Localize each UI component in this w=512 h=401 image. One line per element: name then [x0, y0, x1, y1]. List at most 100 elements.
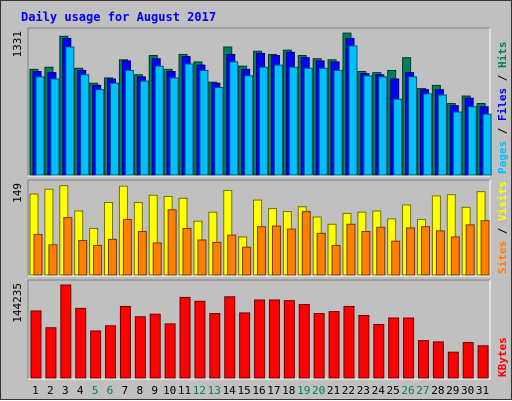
legend-separator: / — [496, 221, 509, 241]
bar-pages-day-28 — [437, 94, 447, 176]
bar-sites-day-4 — [78, 240, 88, 276]
y-max-label: 144235 — [11, 283, 24, 323]
bar-sites-day-9 — [152, 242, 162, 276]
bar-kbytes-day-12 — [194, 300, 206, 379]
bar-kbytes-day-8 — [134, 316, 146, 379]
legend-pages: Pages — [496, 141, 509, 174]
bar-pages-day-31 — [482, 113, 492, 176]
bar-sites-day-22 — [346, 223, 356, 276]
bar-pages-day-27 — [422, 93, 432, 176]
bar-sites-day-31 — [480, 220, 490, 276]
bar-pages-day-19 — [303, 67, 313, 176]
bar-sites-day-16 — [257, 226, 267, 276]
bar-pages-day-11 — [184, 63, 194, 176]
bar-sites-day-24 — [376, 226, 386, 276]
chart-panels: 1331 Pages / Files / Hits 149 Sites / Visit… — [11, 27, 509, 380]
x-tick-label-day-14: 14 — [223, 384, 237, 397]
bar-sites-day-5 — [93, 244, 103, 276]
bar-kbytes-day-4 — [75, 307, 87, 379]
bar-pages-day-30 — [467, 106, 477, 176]
bar-kbytes-day-5 — [90, 330, 102, 379]
bar-kbytes-day-16 — [254, 299, 266, 379]
bar-sites-day-23 — [361, 231, 371, 276]
legend-separator: / — [496, 121, 509, 141]
bar-pages-day-13 — [214, 87, 224, 176]
x-tick-label-day-27: 27 — [416, 384, 429, 397]
bar-kbytes-day-13 — [209, 313, 221, 379]
bar-sites-day-19 — [301, 211, 311, 276]
x-tick-label-day-18: 18 — [282, 384, 295, 397]
bar-sites-day-25 — [391, 240, 401, 276]
bar-pages-day-5 — [95, 89, 105, 176]
x-tick-label-day-11: 11 — [178, 384, 191, 397]
bar-pages-day-23 — [363, 75, 373, 176]
x-tick-label-day-12: 12 — [193, 384, 206, 397]
x-tick-label-day-30: 30 — [461, 384, 474, 397]
bar-sites-day-2 — [48, 244, 58, 276]
legend-separator: / — [496, 68, 509, 88]
bar-kbytes-day-19 — [298, 303, 310, 379]
bar-sites-day-30 — [465, 224, 475, 276]
bar-pages-day-6 — [110, 82, 120, 176]
x-tick-label-day-23: 23 — [357, 384, 370, 397]
x-tick-label-day-22: 22 — [342, 384, 355, 397]
bar-pages-day-24 — [378, 76, 388, 176]
bar-pages-day-12 — [199, 69, 209, 176]
panel-kbytes: 144235 KBytes — [11, 279, 509, 380]
bar-pages-day-4 — [80, 74, 90, 176]
x-tick-label-day-16: 16 — [252, 384, 265, 397]
bar-kbytes-day-11 — [179, 296, 191, 379]
x-tick-label-day-20: 20 — [312, 384, 325, 397]
bar-kbytes-day-18 — [283, 300, 295, 379]
bar-pages-day-1 — [35, 76, 45, 176]
bar-kbytes-day-31 — [477, 345, 489, 379]
bar-kbytes-day-1 — [30, 310, 42, 379]
bar-kbytes-day-29 — [447, 351, 459, 379]
bar-kbytes-day-2 — [45, 327, 57, 379]
x-tick-label-day-17: 17 — [267, 384, 280, 397]
bar-kbytes-day-3 — [60, 284, 72, 379]
bar-sites-day-11 — [182, 227, 192, 276]
x-tick-label-day-31: 31 — [476, 384, 489, 397]
bar-kbytes-day-22 — [343, 305, 355, 379]
bar-sites-day-3 — [63, 217, 73, 276]
bar-kbytes-day-27 — [417, 340, 429, 379]
bar-pages-day-16 — [259, 66, 269, 176]
x-tick-label-day-6: 6 — [107, 384, 114, 397]
x-tick-label-day-21: 21 — [327, 384, 340, 397]
x-tick-label-day-15: 15 — [237, 384, 250, 397]
bar-pages-day-8 — [139, 80, 149, 176]
bar-sites-day-18 — [286, 228, 296, 276]
bar-kbytes-day-6 — [105, 325, 117, 379]
bar-sites-day-20 — [316, 232, 326, 276]
bar-pages-day-21 — [333, 69, 343, 176]
x-tick-label-day-5: 5 — [92, 384, 99, 397]
legend: Pages / Files / Hits — [496, 42, 509, 175]
bar-sites-day-10 — [167, 209, 177, 276]
bar-pages-day-10 — [169, 77, 179, 176]
x-tick-label-day-19: 19 — [297, 384, 310, 397]
legend-visits: Visits — [496, 181, 509, 221]
x-tick-label-day-3: 3 — [62, 384, 69, 397]
bar-kbytes-day-7 — [119, 305, 131, 379]
bar-pages-day-3 — [65, 46, 75, 176]
legend: Sites / Visits — [496, 181, 509, 274]
bar-kbytes-day-10 — [164, 323, 176, 379]
bar-pages-day-17 — [273, 64, 283, 176]
bar-pages-day-9 — [154, 65, 164, 176]
x-tick-label-day-28: 28 — [431, 384, 444, 397]
bar-sites-day-14 — [227, 234, 237, 276]
bar-sites-day-27 — [420, 226, 430, 276]
x-tick-label-day-2: 2 — [47, 384, 54, 397]
bar-pages-day-20 — [318, 67, 328, 176]
bar-sites-day-15 — [242, 246, 252, 276]
bar-pages-day-26 — [408, 76, 418, 176]
bar-kbytes-day-14 — [224, 296, 236, 379]
x-tick-label-day-24: 24 — [372, 384, 386, 397]
x-tick-label-day-9: 9 — [151, 384, 158, 397]
bar-kbytes-day-23 — [358, 314, 370, 379]
bar-sites-day-13 — [212, 241, 222, 276]
panel-hits-files-pages: 1331 Pages / Files / Hits — [11, 27, 509, 177]
bar-pages-day-22 — [348, 45, 358, 176]
